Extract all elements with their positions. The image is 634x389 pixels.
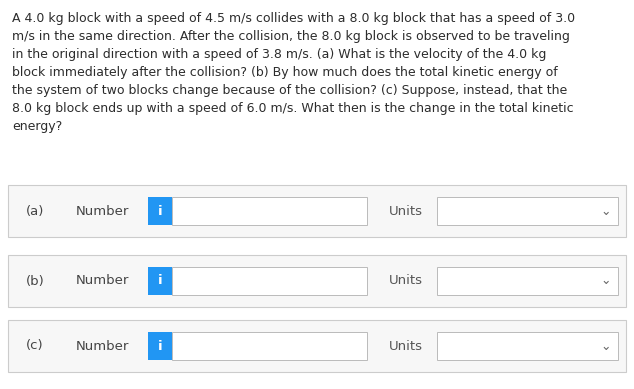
- Text: Number: Number: [76, 205, 129, 217]
- Text: (b): (b): [26, 275, 45, 287]
- Text: i: i: [158, 275, 162, 287]
- Text: energy?: energy?: [12, 120, 62, 133]
- Text: Number: Number: [76, 340, 129, 352]
- Text: Units: Units: [389, 205, 423, 217]
- Text: ⌄: ⌄: [601, 340, 611, 352]
- Bar: [8, 320, 626, 372]
- Text: i: i: [158, 340, 162, 352]
- Text: 8.0 kg block ends up with a speed of 6.0 m/s. What then is the change in the tot: 8.0 kg block ends up with a speed of 6.0…: [12, 102, 574, 115]
- Bar: [437, 267, 618, 295]
- Bar: [148, 332, 172, 360]
- Text: m/s in the same direction. After the collision, the 8.0 kg block is observed to : m/s in the same direction. After the col…: [12, 30, 570, 43]
- Text: Units: Units: [389, 340, 423, 352]
- Text: (a): (a): [26, 205, 44, 217]
- Text: A 4.0 kg block with a speed of 4.5 m/s collides with a 8.0 kg block that has a s: A 4.0 kg block with a speed of 4.5 m/s c…: [12, 12, 575, 25]
- Bar: [148, 197, 172, 225]
- Text: Number: Number: [76, 275, 129, 287]
- Text: (c): (c): [26, 340, 44, 352]
- Bar: [172, 332, 367, 360]
- Text: i: i: [158, 205, 162, 217]
- Text: Units: Units: [389, 275, 423, 287]
- Text: in the original direction with a speed of 3.8 m/s. (a) What is the velocity of t: in the original direction with a speed o…: [12, 48, 547, 61]
- Bar: [437, 332, 618, 360]
- Bar: [172, 267, 367, 295]
- Text: the system of two blocks change because of the collision? (c) Suppose, instead, : the system of two blocks change because …: [12, 84, 567, 97]
- Text: ⌄: ⌄: [601, 275, 611, 287]
- Bar: [148, 267, 172, 295]
- Text: block immediately after the collision? (b) By how much does the total kinetic en: block immediately after the collision? (…: [12, 66, 558, 79]
- Bar: [8, 185, 626, 237]
- Bar: [437, 197, 618, 225]
- Bar: [172, 197, 367, 225]
- Text: ⌄: ⌄: [601, 205, 611, 217]
- Bar: [8, 255, 626, 307]
